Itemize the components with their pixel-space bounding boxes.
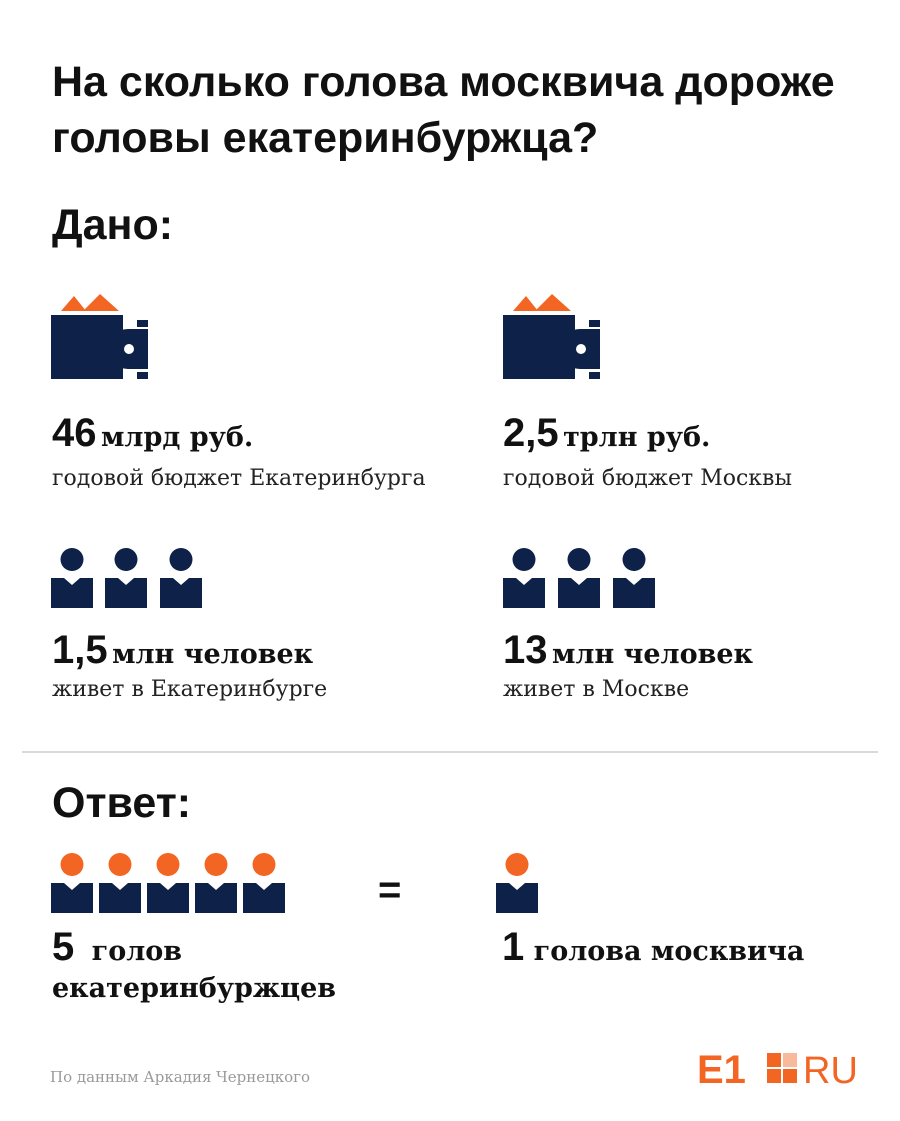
person-icon (51, 853, 93, 913)
person-icon (160, 548, 202, 608)
logo-square (783, 1053, 797, 1067)
moscow-population: 13 млн человек (503, 627, 753, 682)
logo-ru-text: RU (803, 1050, 858, 1089)
ekb-population-unit: млн человек (112, 639, 314, 670)
wallet-icon (51, 291, 151, 385)
answer-left: 5 голов (52, 925, 183, 971)
person-icon (195, 853, 237, 913)
moscow-budget: 2,5 трлн руб. (503, 410, 710, 465)
logo-square (767, 1053, 781, 1067)
equals-sign: = (378, 868, 402, 912)
logo-square (783, 1069, 797, 1083)
moscow-budget-caption: годовой бюджет Москвы (503, 466, 792, 491)
given-heading: Дано: (52, 201, 174, 249)
ekb-population-value: 1,5 (52, 628, 108, 672)
ekb-budget-unit: млрд руб. (100, 422, 254, 453)
ekb-budget: 46 млрд руб. (52, 410, 253, 465)
person-icon (558, 548, 600, 608)
person-icon (243, 853, 285, 913)
answer-right-value: 1 (502, 925, 525, 969)
divider (22, 751, 878, 753)
person-icon (105, 548, 147, 608)
person-icon (147, 853, 189, 913)
wallet-icon (503, 291, 603, 385)
answer-right: 1 голова москвича (502, 925, 805, 971)
moscow-population-caption: живет в Москве (503, 677, 690, 702)
logo-e1-text: E1 (697, 1049, 746, 1089)
source-note: По данным Аркадия Чернецкого (50, 1068, 311, 1086)
moscow-population-value: 13 (503, 628, 548, 672)
answer-left-text-line2: екатеринбуржцев (52, 973, 337, 1004)
page-title: На сколько голова москвича дороже головы… (52, 58, 835, 162)
ekb-budget-caption: годовой бюджет Екатеринбурга (52, 466, 426, 491)
moscow-budget-value: 2,5 (503, 411, 559, 455)
person-icon (99, 853, 141, 913)
answer-left-text-line1: голов (91, 936, 183, 967)
person-icon (503, 548, 545, 608)
e1-logo[interactable]: E1 RU (697, 1049, 865, 1089)
answer-left-value: 5 (52, 925, 75, 969)
person-icon (51, 548, 93, 608)
logo-square (767, 1069, 781, 1083)
ekb-budget-value: 46 (52, 411, 97, 455)
ekb-population: 1,5 млн человек (52, 627, 313, 682)
answer-heading: Ответ: (52, 779, 192, 827)
moscow-population-unit: млн человек (551, 639, 754, 670)
answer-right-text: голова москвича (533, 936, 805, 967)
ekb-population-caption: живет в Екатеринбурге (52, 677, 328, 702)
person-icon (496, 853, 538, 913)
moscow-budget-unit: трлн руб. (563, 422, 711, 453)
person-icon (613, 548, 655, 608)
